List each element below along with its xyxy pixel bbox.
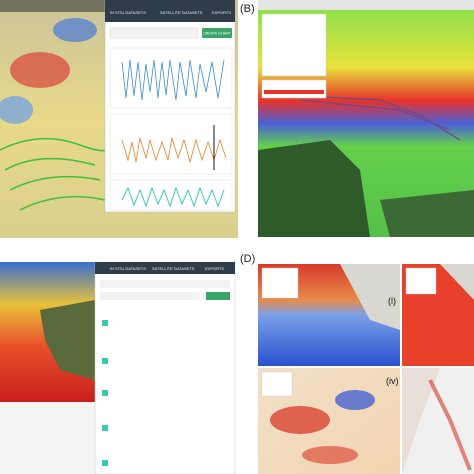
land — [258, 140, 370, 237]
date-row[interactable] — [100, 280, 230, 288]
list-icon — [102, 320, 108, 326]
browser-bar — [258, 0, 474, 10]
tab[interactable]: IN SITU DATASETS — [110, 266, 146, 271]
legend-panel — [405, 267, 437, 295]
map-blob — [10, 52, 70, 88]
map-blob — [53, 18, 97, 42]
sub-label: (iv) — [386, 376, 399, 386]
panel-label: (D) — [240, 253, 255, 265]
tab[interactable]: EXPORTS — [205, 266, 224, 271]
tab-bar — [95, 262, 235, 274]
land — [340, 264, 400, 330]
list-icon — [102, 425, 108, 431]
map-blob — [302, 446, 358, 464]
drifter-tracks — [0, 134, 110, 211]
tab[interactable]: SATELLITE DATASETS — [160, 10, 203, 15]
tab[interactable]: EXPORTS — [212, 10, 231, 15]
series-line — [121, 186, 225, 208]
panel-a: IN SITU DATASETS SATELLITE DATASETS EXPO… — [0, 0, 238, 238]
series-line — [121, 59, 225, 101]
land — [440, 264, 474, 300]
list-icon — [102, 358, 108, 364]
search-button[interactable] — [206, 292, 230, 300]
map-blob — [335, 390, 375, 410]
tab-bar — [105, 0, 235, 22]
legend-panel — [261, 371, 293, 397]
button-label[interactable]: CREATE CHART — [203, 32, 231, 36]
chart-card — [109, 47, 233, 109]
sst-band — [428, 379, 472, 471]
panel-label: (B) — [240, 3, 255, 15]
series-line — [121, 137, 227, 164]
browser-bar — [0, 0, 105, 12]
map-blob — [270, 406, 330, 434]
dataset-panel — [261, 13, 327, 77]
land — [380, 190, 474, 237]
panel-b: (B) — [240, 0, 474, 237]
tab[interactable]: SATELLITE DATASETS — [152, 266, 195, 271]
land — [40, 300, 95, 380]
create-chart-button[interactable] — [202, 28, 232, 38]
list-icon — [102, 460, 108, 466]
empty-area — [0, 402, 95, 474]
list-icon — [102, 390, 108, 396]
panel-d: (D) (i) (iv) — [240, 253, 474, 474]
filter-row[interactable] — [100, 292, 200, 300]
land — [402, 368, 440, 474]
sub-label: (i) — [388, 296, 396, 306]
filter-row[interactable] — [109, 27, 199, 39]
legend-panel — [261, 79, 327, 99]
legend-panel — [261, 267, 299, 299]
tab[interactable]: IN SITU DATASETS — [110, 10, 146, 15]
dataset-list — [102, 320, 108, 466]
map-blob — [0, 96, 33, 124]
color-scale — [264, 90, 324, 94]
panel-c: IN SITU DATASETS SATELLITE DATASETS EXPO… — [0, 261, 236, 474]
